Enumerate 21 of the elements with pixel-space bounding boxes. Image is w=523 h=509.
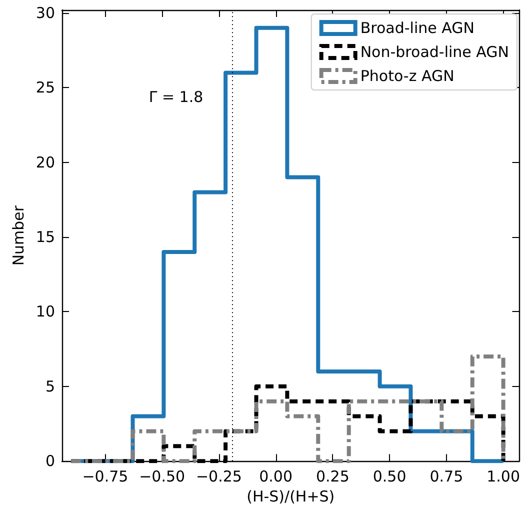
y-tick-label: 30	[36, 4, 55, 22]
x-tick-label: −0.25	[196, 468, 242, 486]
y-tick-label: 5	[45, 377, 55, 396]
x-tick-label: 0.00	[259, 468, 293, 486]
x-tick-label: 0.75	[430, 468, 464, 486]
x-tick-label: −0.50	[139, 468, 186, 486]
y-tick-label: 25	[36, 78, 55, 97]
x-axis-title: (H-S)/(H+S)	[246, 488, 335, 506]
annotation: Γ = 1.8	[148, 88, 204, 106]
y-axis-title: Number	[10, 204, 28, 266]
legend-label: Broad-line AGN	[360, 19, 474, 37]
y-tick-label: 10	[36, 302, 55, 321]
y-tick-label: 20	[36, 153, 55, 172]
x-tick-label: −0.75	[82, 468, 128, 486]
legend-label: Non-broad-line AGN	[360, 43, 510, 61]
y-tick-label: 15	[36, 228, 55, 246]
x-tick-label: 0.25	[316, 468, 350, 486]
x-tick-label: 0.50	[372, 468, 406, 486]
legend-label: Photo-z AGN	[360, 67, 454, 85]
y-tick-label: 0	[45, 452, 55, 470]
x-tick-label: 1.00	[486, 468, 520, 486]
